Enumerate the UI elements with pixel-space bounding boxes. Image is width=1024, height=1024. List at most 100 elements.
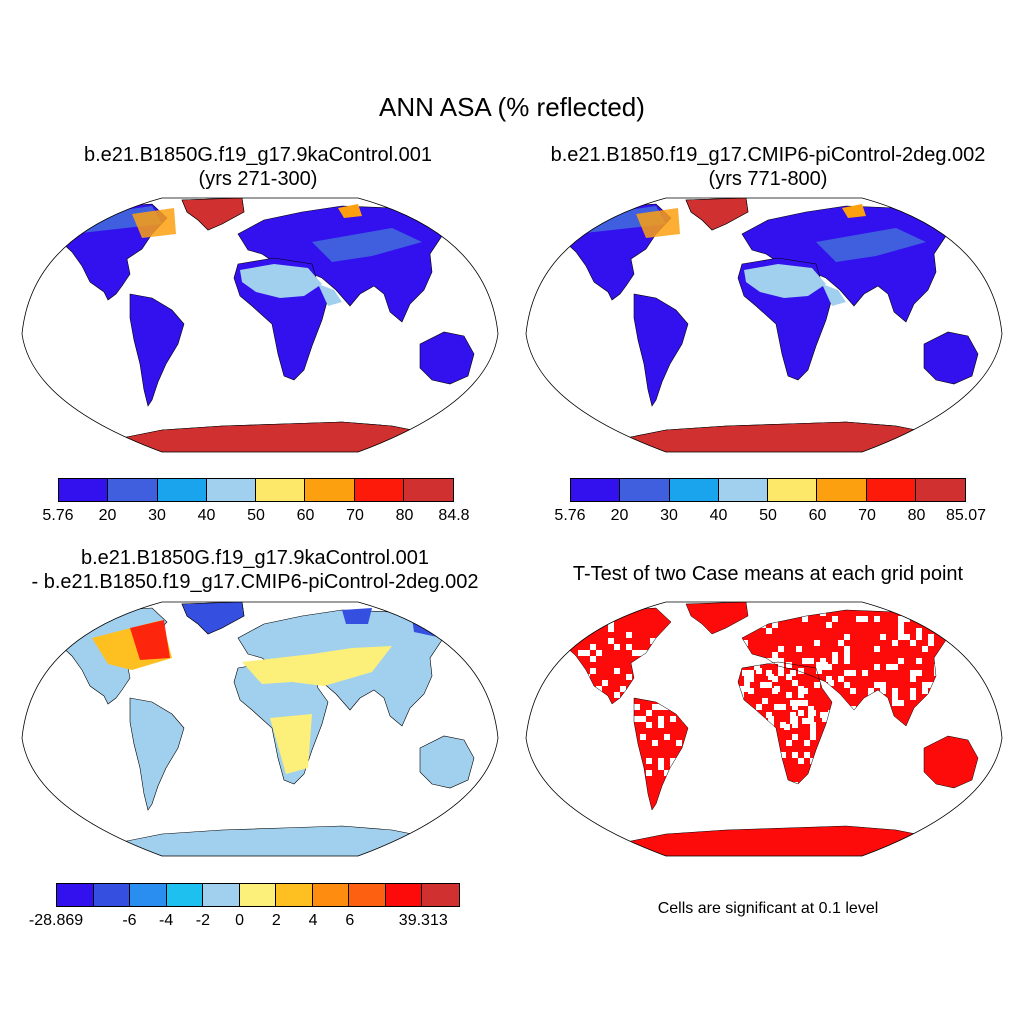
grid-cell	[602, 680, 608, 686]
grid-cell	[862, 616, 868, 622]
colorbar-label: 0	[235, 912, 245, 929]
grid-cell	[804, 752, 810, 758]
greenland-ice	[685, 198, 749, 231]
grid-cell	[784, 724, 790, 730]
grid-cell	[786, 740, 792, 746]
grid-cell	[880, 688, 886, 694]
grid-cell	[862, 670, 868, 676]
grid-cell	[958, 724, 964, 730]
colorbar-label: 30	[660, 507, 678, 524]
grid-cell	[808, 706, 814, 712]
grid-cell	[970, 646, 976, 652]
grid-cell	[644, 668, 650, 674]
grid-cell	[572, 692, 578, 698]
grid-cell	[838, 718, 844, 724]
colorbar-swatch	[385, 884, 423, 906]
grid-cell	[768, 674, 774, 680]
significant-samerica	[634, 698, 688, 810]
grid-cell	[750, 734, 756, 740]
grid-cell	[964, 712, 970, 718]
grid-cell	[796, 700, 802, 706]
map-layer	[535, 198, 979, 452]
colorbar-label: 5.76	[42, 507, 74, 524]
grid-cell	[934, 610, 940, 616]
grid-cell	[916, 616, 922, 622]
grid-cell	[898, 658, 904, 664]
grid-cell	[634, 776, 640, 782]
grid-cell	[664, 734, 670, 740]
panel-1-title-line1: b.e21.B1850G.f19_g17.9kaControl.001	[83, 144, 433, 166]
grid-cell	[810, 710, 816, 716]
grid-cell	[792, 680, 798, 686]
land-samerica	[129, 697, 185, 811]
panel-1-title-line2: (yrs 271-300)	[198, 168, 318, 190]
grid-cell	[676, 740, 682, 746]
grid-cell	[810, 758, 816, 764]
colorbar-case2: 5.76 20 30 40 50 60 70 80 85.07	[554, 478, 986, 528]
asia-region	[312, 228, 422, 262]
grid-cell	[816, 662, 822, 668]
grid-cell	[796, 646, 802, 652]
greenland-diff	[181, 602, 245, 635]
grid-cell	[626, 632, 632, 638]
colorbar-label: 5.76	[554, 507, 586, 524]
grid-cell	[768, 716, 774, 722]
panel-3-title-line1: b.e21.B1850G.f19_g17.9kaControl.001	[80, 547, 430, 569]
grid-cell	[892, 640, 898, 646]
map-border	[525, 601, 1003, 857]
grid-cell	[584, 650, 590, 656]
grid-cell	[820, 658, 826, 664]
grid-cell	[808, 718, 814, 724]
coastline-australia	[923, 735, 979, 789]
grid-cell	[778, 646, 784, 652]
asia-region	[816, 228, 926, 262]
grid-cell	[816, 752, 822, 758]
grid-cell	[536, 650, 542, 656]
grid-cell	[658, 758, 664, 764]
grid-cell	[756, 668, 762, 674]
colorbar-label: 20	[610, 507, 629, 524]
grid-cell	[744, 686, 750, 692]
significant-greenland	[686, 602, 748, 634]
grid-cell	[590, 668, 596, 674]
grid-cell	[964, 610, 970, 616]
positive-region	[242, 646, 392, 686]
grid-cell	[658, 716, 664, 722]
colorbar-label: 2	[271, 912, 281, 929]
grid-cell	[922, 724, 928, 730]
grid-cell	[856, 616, 862, 622]
grid-cell	[964, 622, 970, 628]
grid-cell	[744, 680, 750, 686]
grid-cell	[772, 622, 778, 628]
panel-3-title-line2: - b.e21.B1850.f19_g17.CMIP6-piControl-2d…	[31, 571, 479, 593]
colorbar-label: 70	[346, 507, 364, 524]
colorbar-label: 50	[247, 507, 265, 524]
grid-cell	[946, 658, 952, 664]
grid-cell	[644, 650, 650, 656]
grid-cell	[768, 758, 774, 764]
grid-cell	[898, 622, 904, 628]
land-australia	[923, 331, 979, 385]
grid-cell	[844, 646, 850, 652]
colorbar-label: 80	[395, 507, 414, 524]
colorbar-swatch	[571, 479, 621, 501]
grid-cell	[970, 700, 976, 706]
grid-cell	[584, 686, 590, 692]
colorbar-label: 6	[345, 912, 355, 929]
panel-2-title-line1: b.e21.B1850.f19_g17.CMIP6-piControl-2deg…	[550, 144, 986, 166]
grid-cell	[650, 638, 656, 644]
grid-cell	[832, 658, 838, 664]
grid-cell	[748, 688, 754, 694]
grid-cell	[810, 734, 816, 740]
grid-cell	[774, 758, 780, 764]
grid-cell	[940, 658, 946, 664]
grid-cell	[676, 758, 682, 764]
grid-cell	[822, 734, 828, 740]
grid-cell	[578, 686, 584, 692]
grid-cell	[822, 662, 828, 668]
grid-cell	[560, 662, 566, 668]
grid-cell	[798, 668, 804, 674]
grid-cell	[892, 700, 898, 706]
colorbar-label: 60	[808, 507, 827, 524]
land-antarctica	[107, 825, 433, 856]
